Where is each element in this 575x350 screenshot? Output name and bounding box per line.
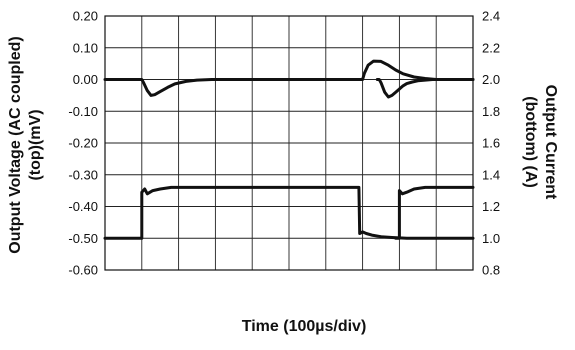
left-tick-label: 0.10 [73,40,98,55]
left-axis-title-line1: Output Voltage (AC coupled) [7,36,24,253]
left-tick-label: -0.30 [68,167,98,182]
x-axis-title: Time (100µs/div) [242,318,367,335]
left-tick-label: -0.50 [68,231,98,246]
output-voltage-trace [375,78,475,99]
right-tick-label: 1.4 [482,167,500,182]
right-axis-title-line1: Output Current [542,85,559,200]
left-tick-label: -0.10 [68,104,98,119]
left-tick-label: 0.20 [73,9,98,24]
right-tick-label: 1.2 [482,199,500,214]
plot-frame [104,15,474,271]
right-axis-title-line2: (bottom) (A) [522,96,539,188]
left-axis-title-line2: (top)(mV) [27,109,44,180]
output-voltage-trace [103,59,475,97]
right-tick-label: 2.4 [482,9,500,24]
right-tick-label: 1.0 [482,231,500,246]
left-axis-ticks: 0.20 0.10 0.00 -0.10 -0.20 -0.30 -0.40 -0.50 -0.… [68,9,98,278]
right-axis-ticks: 2.4 2.2 2.0 1.8 1.6 1.4 1.2 1.0 0.8 [482,9,500,278]
right-tick-label: 2.2 [482,40,500,55]
output-current-trace [394,185,475,240]
right-tick-label: 1.8 [482,104,500,119]
output-current-trace [103,185,475,240]
left-tick-label: -0.20 [68,136,98,151]
left-tick-label: -0.40 [68,199,98,214]
series-group [103,59,475,240]
right-tick-label: 2.0 [482,72,500,87]
left-tick-label: 0.00 [73,72,98,87]
left-tick-label: -0.60 [68,263,98,278]
right-tick-label: 1.6 [482,136,500,151]
right-tick-label: 0.8 [482,263,500,278]
grid [105,16,473,270]
